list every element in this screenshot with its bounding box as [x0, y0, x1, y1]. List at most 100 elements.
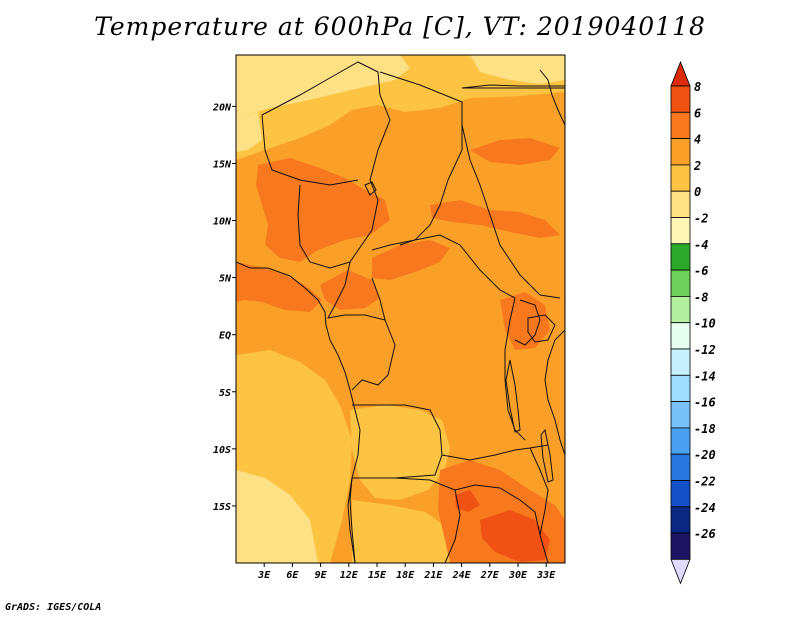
field-east-4to6	[500, 292, 550, 350]
colorbar-box	[670, 453, 691, 481]
colorbar-box	[670, 138, 691, 166]
border-congo	[351, 319, 396, 391]
field-se-6to8-small	[455, 490, 480, 512]
red-sea-coast	[539, 69, 565, 126]
border-zimbabwe	[454, 484, 541, 536]
field-sw-coast-m2to0	[236, 470, 318, 563]
colorbar-label: -18	[694, 422, 716, 436]
x-axis: 3E 6E 9E 12E 15E 18E 21E 24E 27E 30E 33E	[257, 563, 556, 581]
colorbar-label: -8	[694, 290, 708, 304]
border-libya-chad	[379, 71, 463, 150]
y-tick-label: 5N	[219, 274, 232, 285]
x-tick-label: 24E	[452, 570, 472, 581]
y-tick-label: 10N	[213, 217, 232, 228]
colorbar-box	[670, 295, 691, 324]
field-sahel-4to6-west	[256, 158, 390, 262]
colorbar-label: -24	[694, 501, 716, 515]
colorbar-box	[670, 164, 691, 192]
lake-malawi	[540, 428, 554, 483]
y-tick-label: 5S	[219, 388, 231, 399]
field-ne-4to6	[470, 138, 560, 165]
x-tick-label: 33E	[536, 570, 556, 581]
border-cameroon	[327, 261, 386, 321]
field-nigeria-4to6	[320, 270, 380, 310]
colorbar-label: -10	[694, 317, 716, 331]
colorbar-label: 2	[693, 159, 701, 173]
x-tick-label: 12E	[340, 570, 359, 581]
y-tick-label: 15S	[213, 502, 231, 513]
colorbar-box	[670, 111, 691, 140]
nile-delta-coast	[461, 84, 565, 89]
colorbar-label: -6	[694, 264, 708, 278]
colorbar-bottom-triangle	[670, 559, 691, 585]
colorbar: 8 6 4 2 0 -2 -4 -6 -8 -10 -12 -14 -16 -18 -20 -22 -24 -26	[670, 60, 716, 585]
colorbar-box	[670, 269, 691, 297]
x-tick-label: 27E	[480, 570, 500, 581]
colorbar-label: -26	[694, 527, 716, 541]
border-sudan-ethiopia	[461, 124, 561, 299]
field-guinea-4to6	[236, 262, 322, 312]
country-borders	[236, 61, 565, 563]
colorbar-label: 4	[694, 133, 701, 147]
border-sahara-north	[261, 61, 391, 121]
y-tick-label: 15N	[213, 159, 232, 170]
colorbar-box	[670, 480, 691, 508]
field-central-4to6	[372, 240, 450, 280]
colorbar-box	[670, 217, 691, 245]
y-axis: 20N 15N 10N 5N EQ 5S 10S 15S	[212, 102, 236, 513]
coastline-east-africa	[544, 329, 565, 456]
x-tick-label: 6E	[286, 570, 299, 581]
x-tick-label: 21E	[423, 570, 443, 581]
x-tick-label: 3E	[257, 570, 271, 581]
colorbar-box	[670, 322, 691, 350]
border-botswana	[394, 477, 461, 563]
border-zambia	[441, 444, 549, 461]
colorbar-label: -14	[694, 369, 716, 383]
colorbar-label: -16	[694, 396, 716, 410]
colorbar-label: 8	[694, 80, 701, 94]
colorbar-label: -2	[694, 212, 708, 226]
map-frame	[235, 54, 566, 564]
lake-tanganyika	[505, 359, 521, 433]
y-tick-label: EQ	[219, 331, 231, 342]
colorbar-box	[670, 401, 691, 429]
field-ne-m2to0	[470, 55, 565, 84]
chart-title: Temperature at 600hPa [C], VT: 201904011…	[94, 12, 706, 41]
border-uganda-kenya	[514, 299, 541, 346]
border-mozambique	[529, 447, 549, 563]
field-south-0to2	[352, 500, 455, 563]
y-tick-label: 10S	[213, 445, 231, 456]
border-mali-niger	[261, 114, 359, 186]
colorbar-box	[670, 190, 691, 218]
lake-chad	[364, 181, 377, 196]
temperature-field	[236, 55, 565, 563]
grads-credit: GrADS: IGES/COLA	[5, 602, 102, 613]
border-namibia	[349, 477, 356, 563]
x-tick-label: 9E	[315, 570, 328, 581]
colorbar-box	[670, 532, 691, 560]
border-niger-chad	[369, 119, 391, 201]
colorbar-label: -20	[694, 448, 716, 462]
colorbar-box	[670, 348, 691, 376]
y-tick-label: 20N	[212, 102, 232, 113]
x-tick-label: 18E	[396, 570, 415, 581]
colorbar-box	[670, 506, 691, 534]
x-tick-label: 15E	[368, 570, 387, 581]
colorbar-box	[670, 427, 691, 455]
colorbar-box	[670, 374, 691, 402]
colorbar-top-triangle	[670, 60, 691, 87]
field-sahel-4to6-east	[430, 200, 560, 238]
border-angola	[352, 404, 443, 479]
field-se-6to8	[480, 510, 550, 562]
x-tick-label: 30E	[508, 570, 528, 581]
colorbar-label: 6	[694, 106, 701, 120]
border-nigeria	[297, 184, 379, 269]
field-north-m2to0	[236, 55, 410, 118]
border-car	[371, 234, 516, 299]
colorbar-box	[670, 243, 691, 271]
colorbar-label: -22	[694, 475, 716, 489]
lake-victoria	[527, 314, 556, 343]
colorbar-label: -12	[694, 343, 716, 357]
colorbar-label: -4	[694, 238, 708, 252]
